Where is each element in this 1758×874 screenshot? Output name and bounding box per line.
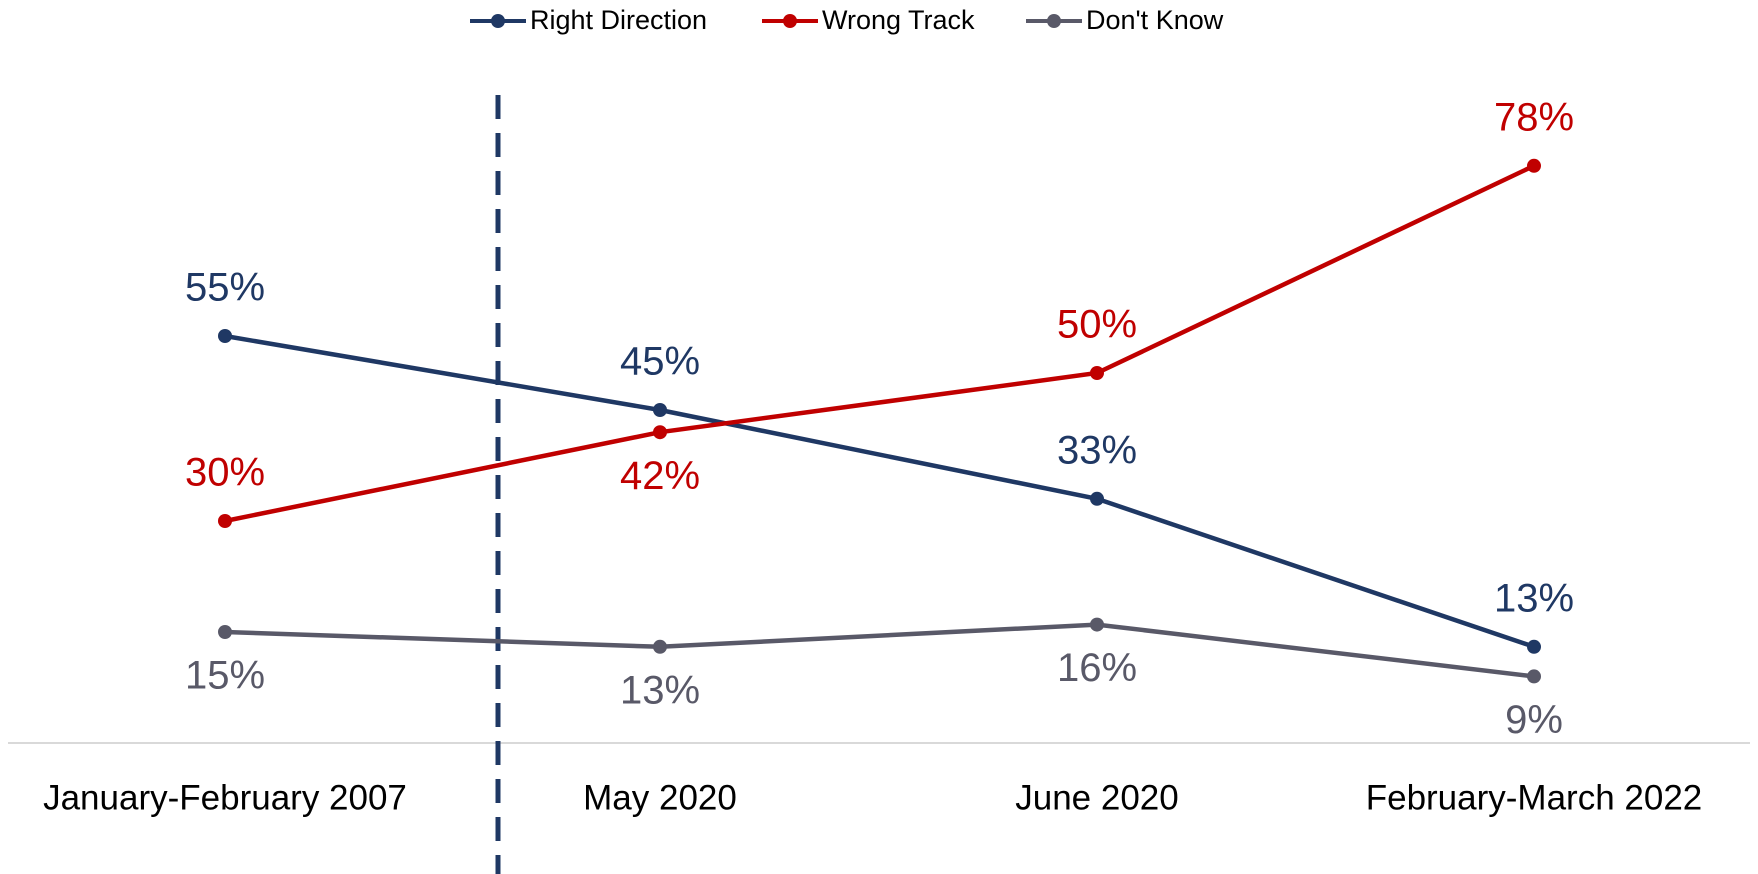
data-label: 78% — [1494, 95, 1574, 139]
data-point — [1090, 366, 1104, 380]
data-point — [1090, 491, 1104, 506]
data-label: 50% — [1057, 303, 1137, 347]
series-line — [224, 333, 1535, 649]
data-label: 30% — [185, 451, 265, 495]
data-point — [653, 403, 667, 417]
data-point — [1527, 158, 1541, 173]
data-label: 13% — [1494, 576, 1574, 620]
x-tick-label: January-February 2007 — [43, 778, 407, 817]
x-tick-label: February-March 2022 — [1366, 778, 1703, 817]
data-label: 15% — [185, 654, 265, 698]
data-point — [1527, 669, 1541, 684]
data-point — [218, 329, 232, 343]
data-label: 33% — [1057, 428, 1137, 472]
legend-marker — [491, 14, 505, 28]
series-line — [224, 622, 1535, 679]
data-label: 45% — [620, 340, 700, 384]
data-point — [218, 514, 232, 528]
legend-label: Right Direction — [530, 5, 707, 35]
data-point — [1527, 639, 1541, 654]
data-label: 55% — [185, 266, 265, 310]
legend-label: Don't Know — [1086, 5, 1224, 35]
data-label: 9% — [1505, 698, 1563, 742]
data-point — [653, 425, 667, 440]
legend-label: Wrong Track — [822, 5, 975, 35]
data-label: 16% — [1057, 646, 1137, 690]
data-label: 13% — [620, 668, 700, 712]
data-label: 42% — [620, 454, 700, 498]
data-point — [653, 639, 667, 654]
legend-marker — [1047, 14, 1061, 28]
data-point — [218, 625, 232, 639]
series-line — [224, 163, 1535, 524]
x-tick-label: June 2020 — [1015, 778, 1178, 817]
x-tick-label: May 2020 — [583, 778, 737, 817]
data-point — [1090, 617, 1104, 632]
legend-marker — [783, 14, 797, 28]
